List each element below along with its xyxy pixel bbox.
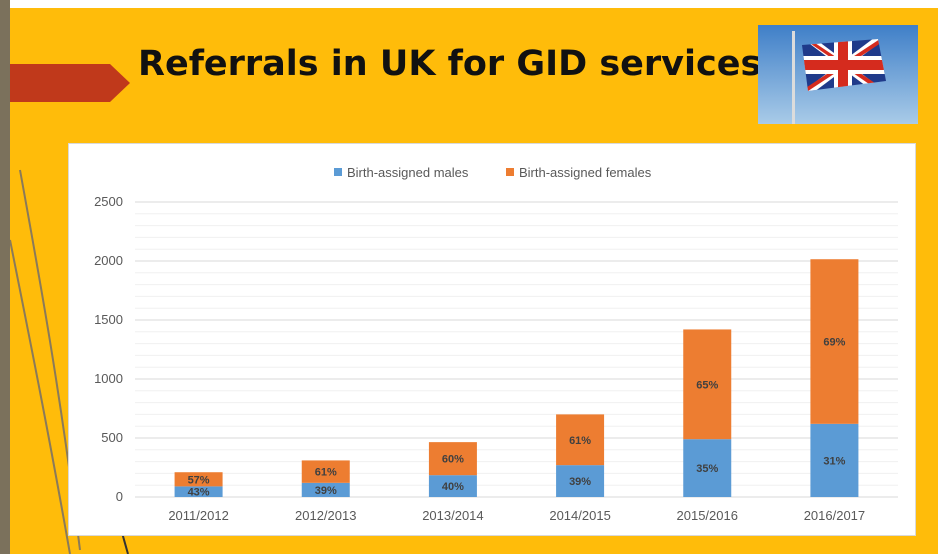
y-tick-label: 2500 <box>94 194 123 209</box>
title-arrow-icon <box>10 64 130 102</box>
chart-background <box>68 143 916 536</box>
data-label-females: 65% <box>696 379 718 391</box>
data-label-females: 57% <box>188 474 210 486</box>
y-tick-label: 0 <box>116 489 123 504</box>
data-label-males: 40% <box>442 481 464 493</box>
bar-segment-females <box>428 442 477 476</box>
y-tick-label: 1000 <box>94 371 123 386</box>
bar-segment-females <box>683 329 732 440</box>
bar-segment-males <box>556 465 605 497</box>
x-tick-label: 2013/2014 <box>422 508 483 523</box>
x-tick-label: 2015/2016 <box>677 508 738 523</box>
bar-segment-males <box>174 486 223 497</box>
y-tick-label: 1500 <box>94 312 123 327</box>
data-label-males: 39% <box>315 485 337 497</box>
bar-segment-males <box>428 475 477 497</box>
bar-segment-males <box>683 439 732 497</box>
x-tick-label: 2011/2012 <box>168 508 229 523</box>
legend-swatch-females <box>506 168 514 176</box>
data-label-males: 31% <box>823 455 845 467</box>
bar-segment-females <box>301 460 350 483</box>
chart-area: 43% 57% 39% 61% 40% 60% 39% 61% 35% 65% 31% 69% 0 50… <box>68 143 916 536</box>
x-tick-label: 2016/2017 <box>804 508 865 523</box>
union-flag-photo-icon <box>758 25 918 124</box>
y-tick-label: 2000 <box>94 253 123 268</box>
bars: 43%57% 39% 61% 40% 60% 39% 61% 35% 65% 31% 69% <box>174 259 859 499</box>
chart-border <box>68 143 916 536</box>
legend-label-females: Birth-assigned females <box>519 165 652 180</box>
bar-segment-females <box>174 472 223 487</box>
legend-swatch-males <box>334 168 342 176</box>
axes: 0 500 1000 1500 2000 2500 2011/2012 2012/2013 20… <box>94 194 865 523</box>
slide-title: Referrals in UK for GID services <box>138 44 762 84</box>
data-label-females: 61% <box>569 435 591 447</box>
data-label-females: 61% <box>315 467 337 479</box>
stacked-bar-chart: 43%57% 39% 61% 40% 60% 39% 61% 35% 65% 31% 69% 0 50… <box>68 143 916 536</box>
data-label-males: 43% <box>188 487 210 499</box>
gridlines <box>135 201 898 498</box>
legend-label-males: Birth-assigned males <box>347 165 469 180</box>
bar-segment-males <box>301 482 350 497</box>
data-label-females: 60% <box>442 454 464 466</box>
data-label-females: 69% <box>823 337 845 349</box>
legend: Birth-assigned males Birth-assigned fema… <box>334 165 652 180</box>
data-label-males: 35% <box>696 463 718 475</box>
y-tick-label: 500 <box>101 430 123 445</box>
side-bar <box>0 0 10 554</box>
bar-segment-females <box>810 259 859 424</box>
bar-segment-males <box>810 423 859 497</box>
data-label-males: 39% <box>569 476 591 488</box>
x-tick-label: 2012/2013 <box>295 508 356 523</box>
bar-segment-females <box>556 414 605 466</box>
x-tick-label: 2014/2015 <box>549 508 610 523</box>
